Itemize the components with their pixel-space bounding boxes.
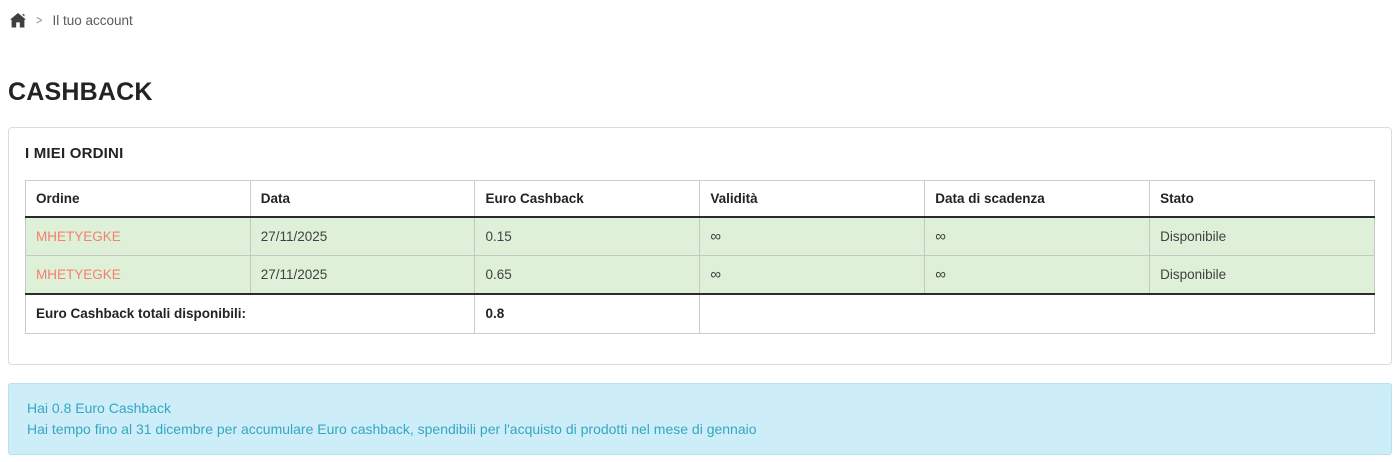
order-status: Disponibile <box>1149 216 1375 256</box>
table-footer-row: Euro Cashback totali disponibili: 0.8 <box>24 293 1375 334</box>
order-validity: ∞ <box>699 255 926 295</box>
total-cashback-value: 0.8 <box>474 293 701 334</box>
column-header-ordine: Ordine <box>25 180 251 218</box>
info-line-balance: Hai 0.8 Euro Cashback <box>27 399 171 416</box>
breadcrumb: > Il tuo account <box>8 0 1392 28</box>
column-header-data: Data <box>249 180 476 218</box>
total-cashback-label: Euro Cashback totali disponibili: <box>24 293 476 334</box>
page-title: CASHBACK <box>8 78 153 106</box>
column-header-validita: Validità <box>699 180 926 218</box>
cashback-info-box: Hai 0.8 Euro Cashback Hai tempo fino al … <box>8 382 1392 455</box>
column-header-scadenza: Data di scadenza <box>924 180 1151 218</box>
cashback-table: Ordine Data Euro Cashback Validità Data … <box>24 180 1375 334</box>
order-validity: ∞ <box>699 216 926 256</box>
home-link[interactable] <box>10 13 26 28</box>
footer-empty-cell <box>699 293 1375 334</box>
order-cashback-amount: 0.65 <box>474 255 701 295</box>
breadcrumb-separator: > <box>36 13 43 28</box>
order-expiry-date: ∞ <box>924 255 1151 295</box>
orders-panel: I MIEI ORDINI Ordine Data Euro Cashback … <box>8 127 1392 365</box>
order-reference-link[interactable]: MHETYEGKE <box>36 229 121 244</box>
order-expiry-date: ∞ <box>924 216 1151 256</box>
info-line-deadline: Hai tempo fino al 31 dicembre per accumu… <box>27 420 757 437</box>
order-date: 27/11/2025 <box>249 255 476 295</box>
order-date: 27/11/2025 <box>249 216 476 256</box>
orders-panel-title: I MIEI ORDINI <box>25 145 124 162</box>
home-icon <box>10 13 26 28</box>
order-status: Disponibile <box>1149 255 1375 295</box>
order-cashback-amount: 0.15 <box>474 216 701 256</box>
table-header-row: Ordine Data Euro Cashback Validità Data … <box>25 180 1375 218</box>
column-header-euro-cashback: Euro Cashback <box>474 180 701 218</box>
table-row: MHETYEGKE 27/11/2025 0.15 ∞ ∞ Disponibil… <box>25 216 1375 256</box>
table-row: MHETYEGKE 27/11/2025 0.65 ∞ ∞ Disponibil… <box>25 255 1375 295</box>
breadcrumb-account-link[interactable]: Il tuo account <box>52 13 133 28</box>
column-header-stato: Stato <box>1149 180 1375 218</box>
order-reference-link[interactable]: MHETYEGKE <box>36 267 121 282</box>
